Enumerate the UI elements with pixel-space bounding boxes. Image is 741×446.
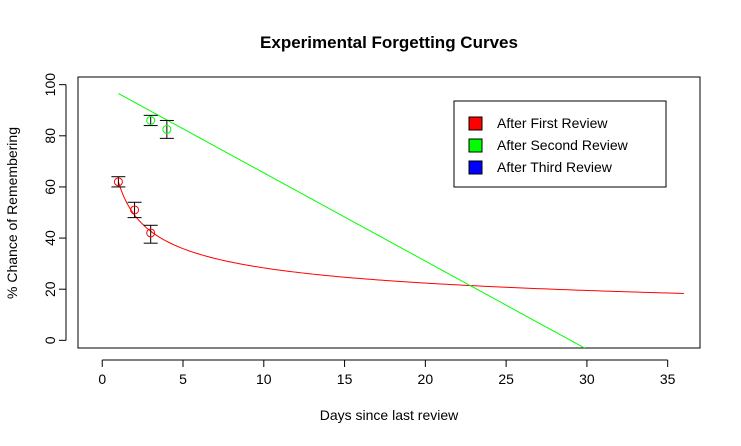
x-tick-label-6: 30: [579, 371, 595, 387]
x-tick-label-2: 10: [256, 371, 272, 387]
data-point-s0-2: [143, 224, 158, 244]
y-axis-label: % Chance of Remembering: [4, 127, 20, 299]
y-tick-label-2: 40: [42, 230, 58, 246]
x-axis: 0 5 10 15 20 25 30 35: [98, 359, 676, 387]
legend-label-2: After Third Review: [497, 159, 613, 175]
point-marker: [146, 115, 156, 125]
y-axis: 0 20 40 60 80 100: [42, 73, 67, 344]
x-tick-label-0: 0: [98, 371, 106, 387]
y-tick-label-5: 100: [42, 73, 58, 97]
data-points: [111, 114, 174, 244]
legend-label-0: After First Review: [497, 115, 608, 131]
point-marker: [146, 228, 156, 238]
y-tick-label-0: 0: [42, 336, 58, 344]
data-point-s0-1: [127, 201, 142, 219]
point-marker: [162, 124, 172, 134]
legend-swatch-1: [468, 138, 483, 153]
data-point-s1-1: [159, 119, 174, 139]
legend-swatch-2: [468, 160, 483, 175]
x-tick-label-5: 25: [498, 371, 514, 387]
legend: After First Review After Second Review Aft…: [453, 100, 667, 188]
fit-curve-series-0: [117, 181, 684, 294]
data-point-s1-0: [143, 114, 158, 127]
x-tick-label-4: 20: [418, 371, 434, 387]
y-tick-label-1: 20: [42, 281, 58, 297]
x-axis-label: Days since last review: [320, 407, 459, 423]
plot-frame: [77, 76, 701, 349]
chart-title: Experimental Forgetting Curves: [260, 33, 518, 52]
y-tick-label-4: 80: [42, 128, 58, 144]
point-marker: [113, 177, 123, 187]
legend-box: [453, 100, 667, 188]
x-tick-label-3: 15: [337, 371, 353, 387]
legend-swatch-0: [468, 116, 483, 131]
point-marker: [130, 205, 140, 215]
fit-curve-series-1: [118, 93, 586, 348]
x-tick-label-7: 35: [660, 371, 676, 387]
legend-label-1: After Second Review: [497, 137, 629, 153]
x-tick-label-1: 5: [179, 371, 187, 387]
data-point-s0-0: [111, 176, 126, 188]
y-tick-label-3: 60: [42, 179, 58, 195]
fit-curves: [117, 93, 684, 348]
